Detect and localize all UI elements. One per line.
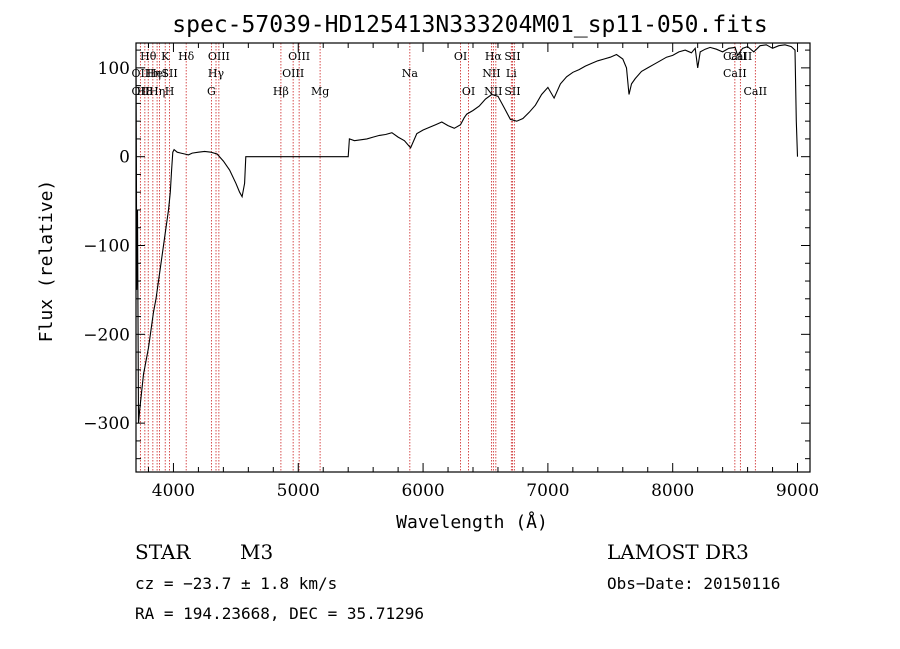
line-marker-label: G bbox=[207, 85, 216, 98]
chart-title: spec-57039-HD125413N333204M01_sp11-050.f… bbox=[172, 12, 767, 38]
line-marker-label: NII bbox=[482, 67, 500, 80]
y-axis-label: Flux (relative) bbox=[36, 180, 57, 343]
obs-date: Obs−Date: 20150116 bbox=[607, 574, 780, 593]
line-marker-labels: OIIOIIH8HθHηHeIHηKSIIHHδGHγOIIIHβOIIIOII… bbox=[132, 50, 768, 98]
line-marker-label: Hη bbox=[149, 85, 165, 98]
line-marker-label: CaII bbox=[723, 50, 747, 63]
survey-name: LAMOST DR3 bbox=[607, 540, 749, 564]
y-tick-label: −100 bbox=[83, 237, 130, 257]
x-tick-label: 5000 bbox=[277, 481, 320, 501]
y-tick-label: 0 bbox=[119, 148, 130, 168]
x-axis-label: Wavelength (Å) bbox=[396, 511, 548, 533]
line-marker-label: Na bbox=[402, 67, 419, 80]
x-tick-label: 7000 bbox=[526, 481, 569, 501]
line-marker-label: OI bbox=[454, 50, 467, 63]
coordinates: RA = 194.23668, DEC = 35.71296 bbox=[135, 604, 424, 623]
line-marker-label: CaII bbox=[729, 50, 753, 63]
line-marker-label: Mg bbox=[311, 85, 329, 98]
line-marker-label: Li bbox=[506, 67, 517, 80]
line-marker-label: H8 bbox=[137, 85, 154, 98]
object-subclass: M3 bbox=[240, 540, 273, 564]
x-tick-label: 6000 bbox=[401, 481, 444, 501]
y-tick-label: 100 bbox=[98, 59, 130, 79]
axis-tick-labels: 4000 5000 6000 7000 8000 9000 −300 −200 −100 0 100 bbox=[83, 59, 819, 501]
line-marker-label: Hα bbox=[485, 50, 503, 63]
x-tick-label: 8000 bbox=[651, 481, 694, 501]
line-marker-label: CaII bbox=[723, 67, 747, 80]
object-class: STAR bbox=[135, 540, 191, 564]
line-marker-label: Hγ bbox=[208, 67, 225, 80]
line-marker-label: SII bbox=[504, 85, 520, 98]
redshift-info: cz = −23.7 ± 1.8 km/s bbox=[135, 574, 337, 593]
line-marker-label: OI bbox=[462, 85, 475, 98]
line-marker-label: SII bbox=[161, 67, 177, 80]
line-marker-label: HeI bbox=[147, 67, 167, 80]
line-marker-label: OIII bbox=[288, 50, 310, 63]
axis-ticks bbox=[136, 43, 810, 472]
x-tick-label: 4000 bbox=[152, 481, 195, 501]
line-marker-label: H bbox=[165, 85, 175, 98]
line-marker-label: CaII bbox=[743, 85, 767, 98]
line-marker-label: Hδ bbox=[178, 50, 195, 63]
line-markers bbox=[139, 43, 756, 472]
line-marker-label: NII bbox=[484, 85, 502, 98]
line-marker-label: Hη bbox=[145, 67, 161, 80]
line-marker-label: Hβ bbox=[273, 85, 289, 98]
x-tick-label: 9000 bbox=[776, 481, 819, 501]
line-marker-label: OIII bbox=[208, 50, 230, 63]
spectrum-line bbox=[135, 44, 799, 424]
plot-frame bbox=[135, 42, 811, 473]
line-marker-label: SII bbox=[504, 50, 520, 63]
y-tick-label: −200 bbox=[83, 325, 130, 345]
line-marker-label: K bbox=[161, 50, 170, 63]
line-marker-label: Hθ bbox=[140, 50, 157, 63]
line-marker-label: OIII bbox=[282, 67, 304, 80]
y-tick-label: −300 bbox=[83, 414, 130, 434]
